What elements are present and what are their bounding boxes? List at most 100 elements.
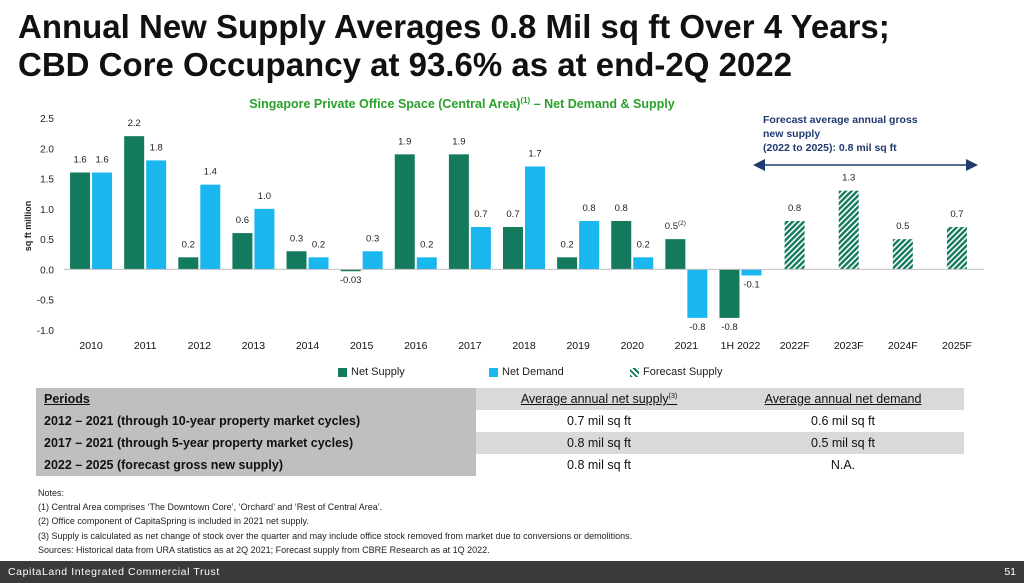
y-tick-label: 0.5 — [40, 235, 54, 246]
net-supply-bar — [719, 269, 740, 318]
data-label: 0.2 — [312, 239, 325, 250]
header-avg-net-supply: Average annual net supply(3) — [476, 388, 722, 410]
x-tick-label: 2015 — [350, 340, 374, 352]
net-supply-swatch — [338, 367, 347, 377]
slide-title: Annual New Supply Averages 0.8 Mil sq ft… — [18, 8, 1008, 84]
net-supply-bar — [611, 220, 632, 270]
header-avg-net-demand: Average annual net demand — [722, 388, 964, 410]
data-label: 0.7 — [474, 209, 487, 220]
data-label: 1.3 — [842, 173, 855, 184]
net-demand-bar — [525, 166, 545, 270]
company-name: CapitaLand Integrated Commercial Trust — [8, 566, 220, 578]
net-demand-bar — [470, 227, 491, 270]
row-period: 2017 – 2021 (through 5-year property mar… — [36, 432, 476, 454]
data-label: 1.4 — [204, 167, 217, 178]
x-tick-label: 2012 — [188, 340, 212, 352]
data-label: 0.8 — [788, 203, 801, 214]
net-supply-bar — [124, 136, 145, 270]
note-3: (3) Supply is calculated as net change o… — [38, 530, 633, 541]
net-demand-bar — [579, 220, 600, 270]
y-tick-label: 1.5 — [40, 175, 54, 186]
chart-title: Singapore Private Office Space (Central … — [249, 96, 674, 111]
data-label: 1.6 — [73, 155, 86, 166]
forecast-annotation: Forecast average annual gross new supply (… — [763, 114, 918, 154]
x-tick-label: 2019 — [566, 340, 590, 352]
data-label: 1.9 — [452, 136, 465, 147]
forecast-annotation-line: Forecast average annual gross — [763, 114, 918, 126]
legend-forecast-supply: Forecast Supply — [630, 364, 722, 380]
row-net-supply: 0.7 mil sq ft — [476, 410, 722, 432]
data-label: 0.2 — [420, 239, 433, 250]
legend-net-supply: Net Supply — [338, 364, 405, 380]
net-supply-bar — [340, 269, 361, 272]
row-net-supply: 0.8 mil sq ft — [476, 432, 722, 454]
title-line-1: Annual New Supply Averages 0.8 Mil sq ft… — [18, 8, 890, 45]
net-demand-bar — [254, 208, 275, 270]
row-period: 2022 – 2025 (forecast gross new supply) — [36, 454, 476, 476]
x-tick-label: 2011 — [134, 340, 157, 352]
net-supply-bar — [448, 154, 469, 270]
net-supply-bar — [286, 251, 307, 270]
title-line-2: CBD Core Occupancy at 93.6% as at end-2Q… — [18, 46, 792, 83]
row-net-demand: N.A. — [722, 454, 964, 476]
net-demand-bar — [741, 269, 762, 276]
forecast-supply-bar — [946, 227, 967, 270]
page-number: 51 — [1004, 566, 1016, 578]
data-label: 0.3 — [290, 233, 303, 244]
chart-title-superscript: (1) — [520, 96, 530, 105]
footnotes: Notes: (1) Central Area comprises ‘The D… — [38, 486, 632, 557]
data-label: 1.9 — [398, 136, 411, 147]
data-label: 0.8 — [583, 203, 596, 214]
net-demand-bar — [633, 257, 654, 270]
data-label: -0.8 — [689, 322, 705, 333]
row-net-supply: 0.8 mil sq ft — [476, 454, 722, 476]
net-demand-bar — [416, 257, 437, 270]
data-label: 0.3 — [366, 233, 379, 244]
sources-note: Sources: Historical data from URA statis… — [38, 544, 490, 555]
forecast-annotation-line: (2022 to 2025): 0.8 mil sq ft — [763, 142, 897, 154]
net-demand-swatch — [489, 367, 498, 377]
x-tick-label: 2017 — [458, 340, 482, 352]
data-label: 0.5 — [896, 221, 909, 232]
x-tick-label: 2013 — [242, 340, 266, 352]
net-demand-bar — [146, 160, 167, 270]
data-label: 0.6 — [236, 215, 249, 226]
y-tick-label: 1.0 — [40, 205, 54, 216]
net-supply-bar — [394, 154, 415, 270]
footer-bar: CapitaLand Integrated Commercial Trust 5… — [0, 561, 1024, 583]
x-tick-label: 1H 2022 — [721, 340, 761, 352]
notes-heading: Notes: — [38, 488, 65, 498]
data-label: 0.2 — [637, 239, 650, 250]
data-label: 1.6 — [95, 155, 108, 166]
data-label: 1.8 — [150, 142, 163, 153]
y-tick-label: -0.5 — [37, 296, 55, 307]
data-label: 1.0 — [258, 191, 271, 202]
x-tick-label: 2025F — [942, 340, 972, 352]
forecast-supply-bar — [838, 190, 859, 270]
y-tick-label: 2.0 — [40, 144, 54, 155]
row-net-demand: 0.6 mil sq ft — [722, 410, 964, 432]
net-supply-bar — [503, 227, 523, 270]
net-supply-bar — [70, 172, 91, 270]
x-tick-label: 2023F — [834, 340, 864, 352]
y-tick-label: 0.0 — [40, 265, 54, 276]
x-tick-label: 2016 — [404, 340, 428, 352]
chart-title-suffix: – Net Demand & Supply — [530, 97, 675, 111]
x-tick-label: 2021 — [675, 340, 699, 352]
x-tick-label: 2018 — [512, 340, 536, 352]
data-label: 0.5(2) — [665, 220, 686, 232]
legend-net-supply-label: Net Supply — [351, 366, 405, 378]
y-tick-label: -1.0 — [37, 326, 55, 337]
net-demand-bar — [92, 172, 113, 270]
superscript-note-2: (2) — [678, 220, 686, 227]
y-axis-label: sq ft million — [23, 201, 33, 252]
table-row: 2012 – 2021 (through 10-year property ma… — [36, 410, 964, 432]
data-label: -0.8 — [721, 322, 737, 333]
data-label: 0.2 — [561, 239, 574, 250]
forecast-annotation-line: new supply — [763, 128, 820, 140]
header-superscript: (3) — [668, 392, 678, 400]
net-supply-bar — [557, 257, 578, 270]
forecast-supply-bar — [784, 220, 805, 270]
x-tick-label: 2022F — [780, 340, 810, 352]
table-row: 2022 – 2025 (forecast gross new supply) … — [36, 454, 964, 476]
